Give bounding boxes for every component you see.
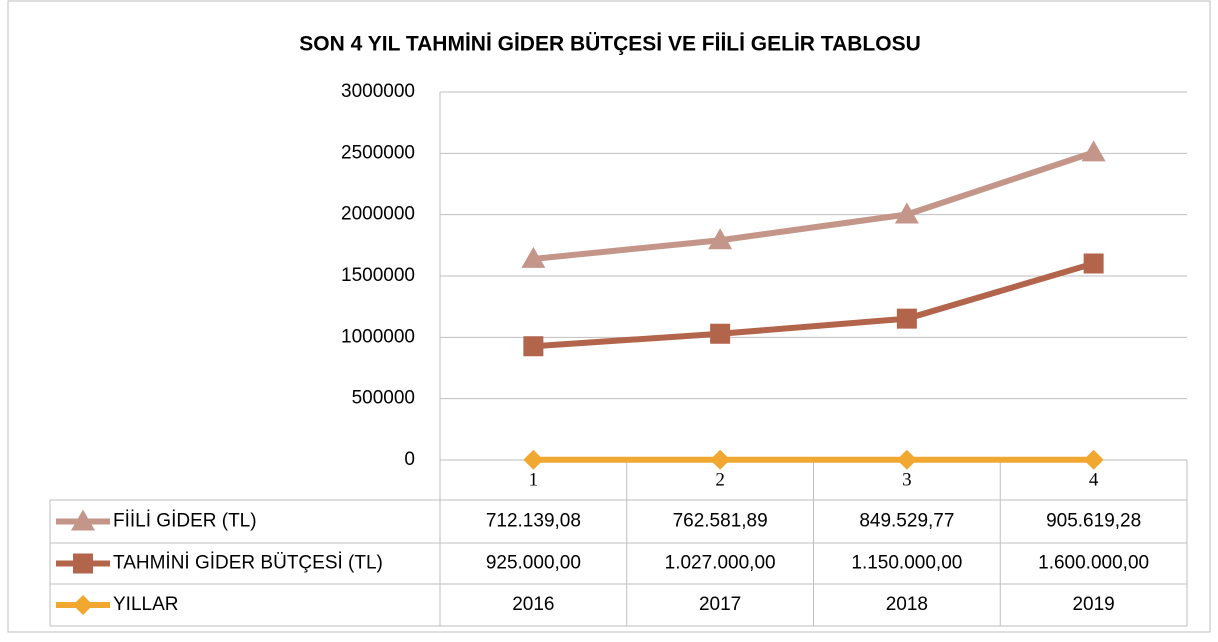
legend-label: FİİLİ GİDER (TL) — [113, 511, 257, 532]
x-tick-label: 4 — [1089, 469, 1099, 490]
table-cell: 2018 — [886, 594, 928, 615]
table-cell: 1.150.000,00 — [851, 553, 962, 574]
chart-title: SON 4 YIL TAHMİNİ GİDER BÜTÇESİ VE FİİLİ… — [299, 33, 921, 56]
table-cell: 2019 — [1072, 594, 1114, 615]
table-cell: 1.600.000,00 — [1038, 553, 1149, 574]
y-tick-label: 3000000 — [341, 81, 415, 102]
x-tick-label: 2 — [715, 469, 725, 490]
table-cell: 925.000,00 — [486, 553, 581, 574]
chart-border — [8, 1, 1210, 632]
table-cell: 2016 — [512, 594, 554, 615]
table-cell: 2017 — [699, 594, 741, 615]
y-tick-label: 2500000 — [341, 142, 415, 163]
table-cell: 849.529,77 — [859, 511, 954, 532]
legend-label: TAHMİNİ GİDER BÜTÇESİ (TL) — [113, 553, 383, 574]
legend-label: YILLAR — [113, 594, 178, 615]
table-cell: 712.139,08 — [486, 511, 581, 532]
legend-marker — [73, 554, 93, 574]
data-point — [523, 336, 543, 356]
y-tick-label: 2000000 — [341, 204, 415, 225]
y-tick-label: 1500000 — [341, 265, 415, 286]
data-point — [710, 324, 730, 344]
data-point — [1084, 253, 1104, 273]
y-tick-label: 1000000 — [341, 326, 415, 347]
data-point — [897, 309, 917, 329]
x-tick-label: 1 — [529, 469, 539, 490]
y-tick-label: 500000 — [352, 388, 415, 409]
table-cell: 762.581,89 — [673, 511, 768, 532]
y-tick-label: 0 — [404, 449, 415, 470]
table-cell: 1.027.000,00 — [665, 553, 776, 574]
x-tick-label: 3 — [902, 469, 912, 490]
table-cell: 905.619,28 — [1046, 511, 1141, 532]
